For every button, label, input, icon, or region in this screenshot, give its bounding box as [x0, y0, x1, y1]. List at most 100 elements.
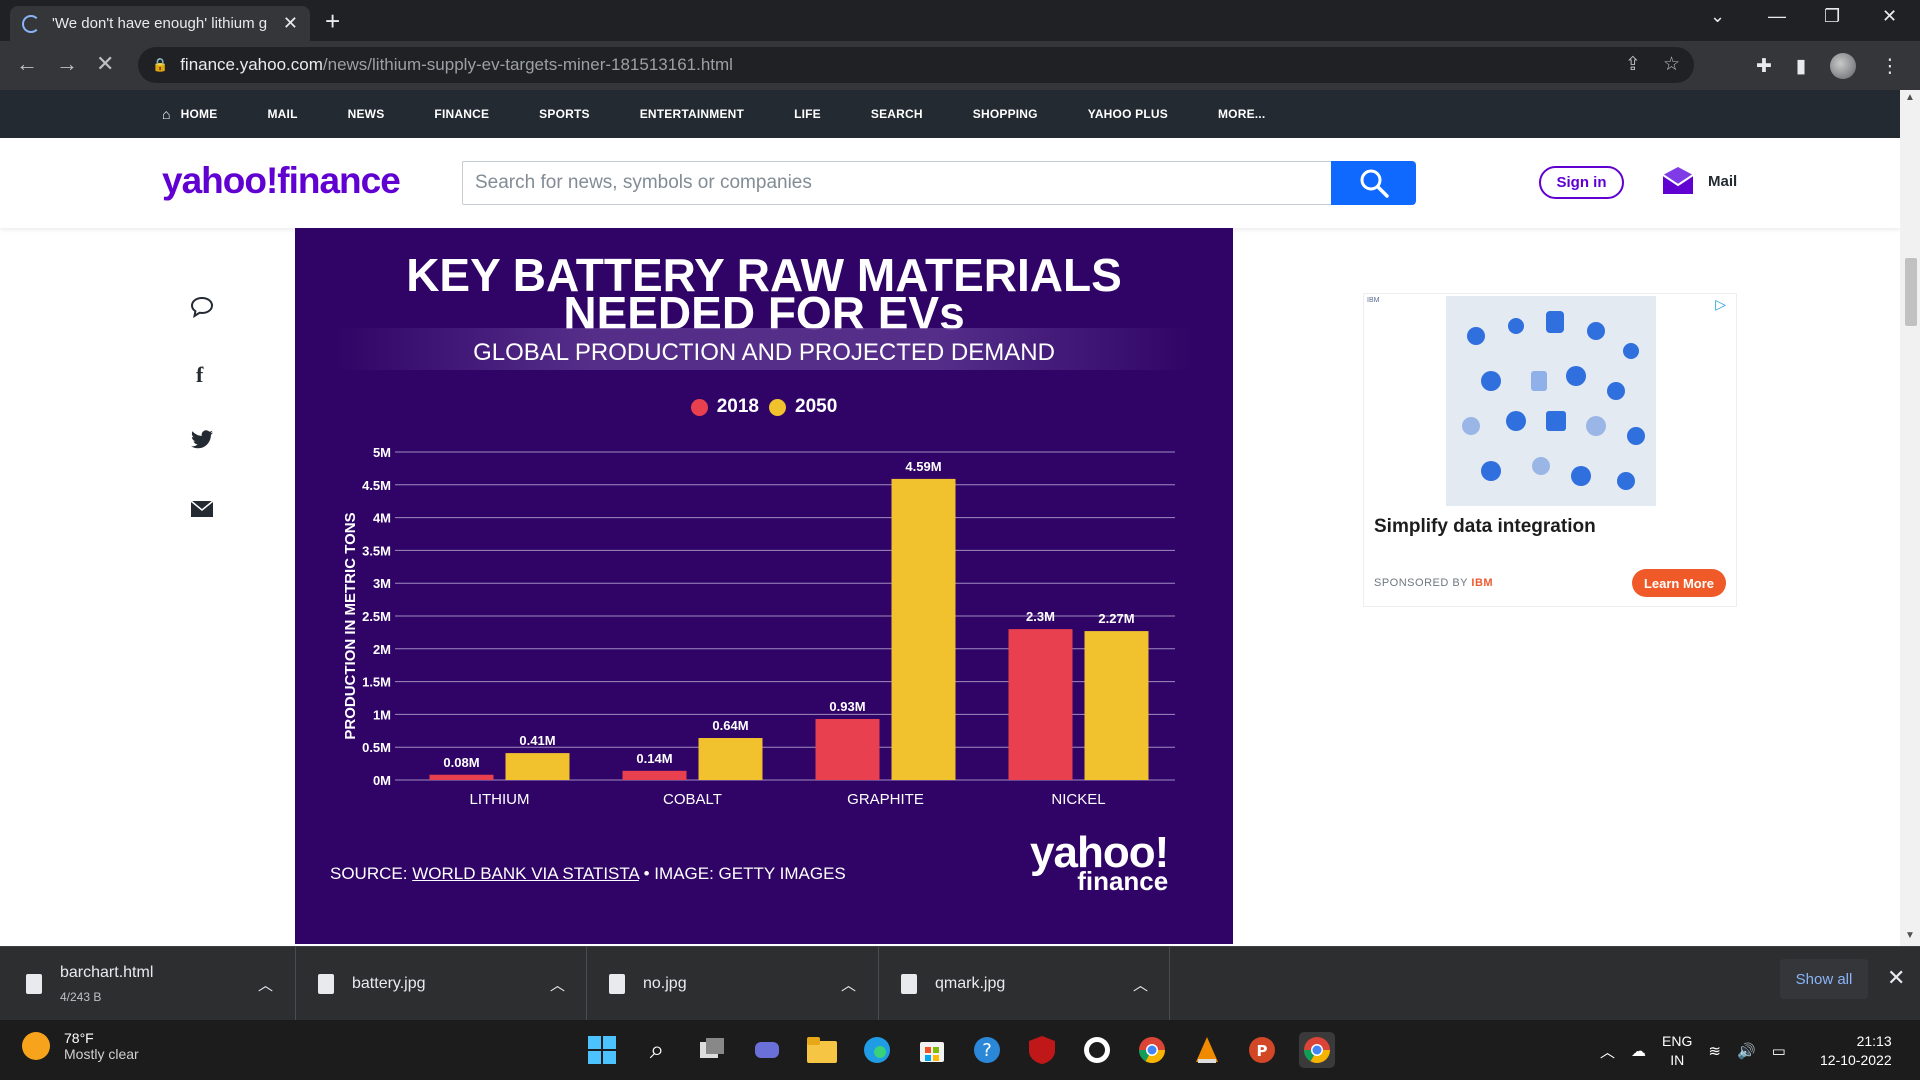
nav-yahoo-plus[interactable]: YAHOO PLUS	[1087, 107, 1168, 121]
download-item[interactable]: battery.jpg ︿	[296, 947, 587, 1021]
weather-widget[interactable]: 78°F Mostly clear	[22, 1030, 139, 1062]
onedrive-cloud-icon[interactable]: ☁	[1631, 1043, 1647, 1060]
scroll-down-arrow-icon[interactable]: ▼	[1905, 930, 1915, 941]
learn-more-button[interactable]: Learn More	[1632, 569, 1726, 597]
extensions-puzzle-icon[interactable]: ✚	[1756, 55, 1772, 77]
email-share-icon[interactable]	[190, 498, 214, 524]
bar-2018-lithium	[429, 774, 494, 780]
comment-icon[interactable]	[190, 296, 214, 324]
teams-chat-icon[interactable]	[749, 1032, 785, 1068]
chevron-up-icon[interactable]: ︿	[258, 976, 274, 994]
forward-button[interactable]: →	[56, 51, 78, 76]
svg-text:?: ?	[982, 1040, 992, 1061]
ad-image[interactable]	[1446, 296, 1656, 506]
twitter-icon[interactable]	[190, 430, 214, 456]
mcafee-icon[interactable]	[1024, 1032, 1060, 1068]
back-button[interactable]: ←	[16, 51, 38, 76]
tab-search-chevron-icon[interactable]: ⌄	[1710, 6, 1726, 26]
data-label: 0.93M	[829, 699, 865, 714]
chart-legend: 2018 2050	[295, 396, 1233, 418]
show-all-downloads-button[interactable]: Show all	[1780, 959, 1868, 999]
search-button[interactable]	[1331, 161, 1416, 205]
data-label: 0.64M	[712, 718, 748, 733]
chevron-up-icon[interactable]: ︿	[841, 976, 857, 994]
github-desktop-icon[interactable]	[1079, 1032, 1115, 1068]
chevron-up-icon[interactable]: ︿	[1133, 976, 1149, 994]
lock-icon[interactable]: 🔒	[152, 57, 169, 72]
chrome-active-icon[interactable]	[1299, 1032, 1335, 1068]
nav-search[interactable]: SEARCH	[870, 107, 923, 121]
yahoo-top-nav: ⌂ HOME MAIL NEWS FINANCE SPORTS ENTERTAIN…	[0, 90, 1900, 138]
data-label: 0.08M	[443, 755, 479, 770]
mail-label: Mail	[1708, 172, 1738, 190]
download-item[interactable]: barchart.html 4/243 B ︿	[0, 947, 296, 1021]
wifi-icon[interactable]: ≋	[1708, 1043, 1721, 1060]
scroll-up-arrow-icon[interactable]: ▲	[1905, 92, 1915, 103]
nav-finance[interactable]: FINANCE	[434, 107, 490, 121]
tray-chevron-up-icon[interactable]: ︿	[1600, 1043, 1616, 1061]
restore-button[interactable]: ❐	[1824, 6, 1841, 26]
mail-link[interactable]: Mail	[1662, 167, 1737, 195]
chrome-icon[interactable]	[1134, 1032, 1170, 1068]
browser-tab[interactable]: 'We don't have enough' lithium g ✕	[10, 6, 310, 41]
system-clock[interactable]: 21:13 12-10-2022	[1820, 1033, 1892, 1068]
nav-entertainment[interactable]: ENTERTAINMENT	[639, 107, 745, 121]
minimize-button[interactable]: —	[1768, 6, 1786, 26]
nav-news[interactable]: NEWS	[347, 107, 385, 121]
volume-icon[interactable]: 🔊	[1736, 1043, 1756, 1060]
help-icon[interactable]: ?	[969, 1032, 1005, 1068]
battery-icon[interactable]: ▭	[1771, 1043, 1786, 1060]
side-panel-icon[interactable]: ▮	[1795, 55, 1807, 77]
system-tray: ︿ ☁ ENG IN ≋ 🔊 ▭	[1600, 1032, 1786, 1070]
download-item[interactable]: no.jpg ︿	[587, 947, 879, 1021]
x-tick-label: COBALT	[663, 791, 722, 808]
vlc-icon[interactable]	[1189, 1032, 1225, 1068]
taskbar-search-icon[interactable]: ⌕	[649, 1034, 665, 1064]
bookmark-star-icon[interactable]: ☆	[1662, 54, 1680, 75]
facebook-icon[interactable]: f	[196, 362, 204, 387]
nav-more[interactable]: MORE...	[1217, 107, 1266, 121]
yahoo-finance-logo[interactable]: yahoo!finance	[162, 160, 401, 201]
search-input[interactable]	[462, 161, 1332, 205]
close-downloads-bar-icon[interactable]: ✕	[1887, 965, 1906, 990]
infographic-subtitle: GLOBAL PRODUCTION AND PROJECTED DEMAND	[473, 339, 1055, 366]
close-tab-icon[interactable]: ✕	[282, 13, 298, 33]
address-bar[interactable]: 🔒 finance.yahoo.com/news/lithium-supply-…	[138, 47, 1694, 83]
tab-title: 'We don't have enough' lithium g	[52, 15, 268, 32]
nav-mail[interactable]: MAIL	[267, 107, 298, 121]
ad-sponsor: SPONSORED BY IBM	[1374, 577, 1494, 589]
powerpoint-icon[interactable]: P	[1244, 1032, 1280, 1068]
chrome-menu-icon[interactable]: ⋮	[1880, 55, 1900, 77]
source-link[interactable]: WORLD BANK VIA STATISTA	[412, 864, 639, 883]
nav-home[interactable]: ⌂ HOME	[162, 106, 218, 122]
file-explorer-icon[interactable]	[804, 1032, 840, 1068]
stop-loading-button[interactable]: ✕	[96, 51, 115, 76]
profile-avatar[interactable]	[1830, 53, 1857, 79]
language-indicator[interactable]: ENG IN	[1662, 1033, 1693, 1068]
ad-choices-icon[interactable]: ▷	[1715, 296, 1726, 312]
y-tick-label: 0.5M	[362, 740, 391, 755]
microsoft-store-icon[interactable]	[914, 1032, 950, 1068]
bar-2018-nickel	[1008, 629, 1073, 780]
data-label: 2.27M	[1098, 611, 1134, 626]
y-axis-label: PRODUCTION IN METRIC TONS	[342, 512, 359, 739]
ad-headline[interactable]: Simplify data integration	[1374, 516, 1596, 537]
edge-browser-icon[interactable]	[859, 1032, 895, 1068]
nav-shopping[interactable]: SHOPPING	[972, 107, 1038, 121]
nav-life[interactable]: LIFE	[794, 107, 821, 121]
subtitle-band	[335, 328, 1193, 370]
html-file-icon	[26, 974, 42, 994]
chevron-up-icon[interactable]: ︿	[550, 976, 566, 994]
page-scrollbar[interactable]: ▲ ▼	[1900, 90, 1920, 946]
nav-sports[interactable]: SPORTS	[539, 107, 590, 121]
bar-2018-cobalt	[622, 770, 687, 780]
scrollbar-thumb[interactable]	[1905, 258, 1917, 326]
windows-start-icon[interactable]	[584, 1032, 620, 1068]
share-icon[interactable]: ⇪	[1625, 54, 1641, 75]
close-window-button[interactable]: ✕	[1882, 6, 1898, 26]
sponsored-ad[interactable]: IBM ▷ Simplify data integration SPONSORE…	[1363, 293, 1737, 607]
sign-in-button[interactable]: Sign in	[1539, 166, 1624, 199]
new-tab-button[interactable]: +	[325, 6, 341, 36]
task-view-icon[interactable]	[694, 1032, 730, 1068]
download-item[interactable]: qmark.jpg ︿	[879, 947, 1170, 1021]
